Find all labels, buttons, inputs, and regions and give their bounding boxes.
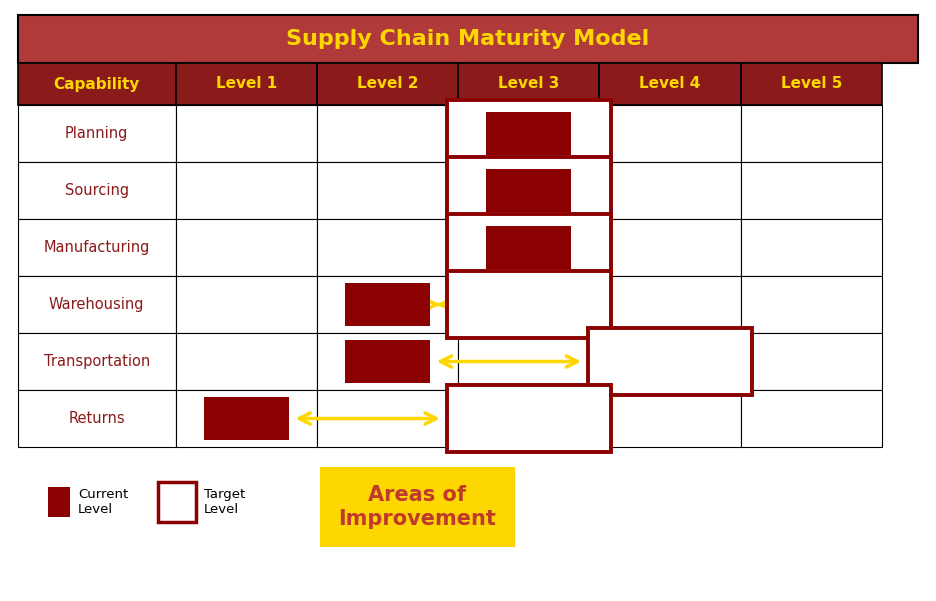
- Text: Current
Level: Current Level: [78, 488, 128, 516]
- Text: Supply Chain Maturity Model: Supply Chain Maturity Model: [286, 29, 650, 49]
- Text: Sourcing: Sourcing: [65, 183, 129, 198]
- Bar: [458, 333, 599, 390]
- Bar: [316, 390, 458, 447]
- Bar: [176, 333, 316, 390]
- Bar: [487, 226, 571, 269]
- Bar: [740, 333, 882, 390]
- Bar: [316, 162, 458, 219]
- Bar: [740, 63, 882, 105]
- Bar: [176, 162, 316, 219]
- Bar: [18, 333, 176, 390]
- Bar: [345, 340, 430, 383]
- Bar: [446, 272, 610, 338]
- Bar: [18, 162, 176, 219]
- Bar: [204, 397, 288, 440]
- Bar: [599, 162, 740, 219]
- Bar: [599, 333, 740, 390]
- Bar: [176, 63, 316, 105]
- Bar: [345, 283, 430, 326]
- Bar: [18, 276, 176, 333]
- Bar: [176, 105, 316, 162]
- Text: Level 4: Level 4: [639, 76, 701, 91]
- Bar: [446, 385, 610, 451]
- Bar: [740, 219, 882, 276]
- Bar: [316, 63, 458, 105]
- Bar: [740, 276, 882, 333]
- Text: Level 3: Level 3: [498, 76, 560, 91]
- Bar: [599, 105, 740, 162]
- Bar: [487, 112, 571, 155]
- Text: Transportation: Transportation: [44, 354, 150, 369]
- Bar: [740, 162, 882, 219]
- Bar: [316, 276, 458, 333]
- Text: Level 5: Level 5: [781, 76, 842, 91]
- Bar: [316, 219, 458, 276]
- Bar: [458, 105, 599, 162]
- Bar: [48, 487, 70, 517]
- Bar: [599, 63, 740, 105]
- Text: Target
Level: Target Level: [204, 488, 245, 516]
- Bar: [320, 467, 515, 547]
- Bar: [176, 390, 316, 447]
- Bar: [176, 276, 316, 333]
- Text: Manufacturing: Manufacturing: [44, 240, 150, 255]
- Bar: [18, 105, 176, 162]
- Bar: [458, 219, 599, 276]
- Bar: [446, 100, 610, 166]
- Text: Level 2: Level 2: [357, 76, 418, 91]
- Bar: [158, 482, 196, 522]
- Bar: [18, 390, 176, 447]
- Text: Planning: Planning: [66, 126, 128, 141]
- Bar: [446, 157, 610, 224]
- Bar: [740, 105, 882, 162]
- Bar: [18, 63, 176, 105]
- Text: Areas of
Improvement: Areas of Improvement: [339, 486, 496, 529]
- Bar: [458, 390, 599, 447]
- Bar: [316, 333, 458, 390]
- Bar: [176, 219, 316, 276]
- Bar: [458, 63, 599, 105]
- Text: Level 1: Level 1: [215, 76, 277, 91]
- Bar: [740, 390, 882, 447]
- Bar: [316, 105, 458, 162]
- Bar: [599, 276, 740, 333]
- Bar: [458, 162, 599, 219]
- Bar: [487, 169, 571, 212]
- Bar: [588, 328, 752, 395]
- Text: Capability: Capability: [53, 76, 140, 91]
- Bar: [599, 219, 740, 276]
- Bar: [18, 219, 176, 276]
- Text: Returns: Returns: [68, 411, 125, 426]
- Bar: [18, 15, 918, 63]
- Bar: [458, 276, 599, 333]
- Bar: [599, 390, 740, 447]
- Text: Warehousing: Warehousing: [49, 297, 144, 312]
- Bar: [446, 215, 610, 281]
